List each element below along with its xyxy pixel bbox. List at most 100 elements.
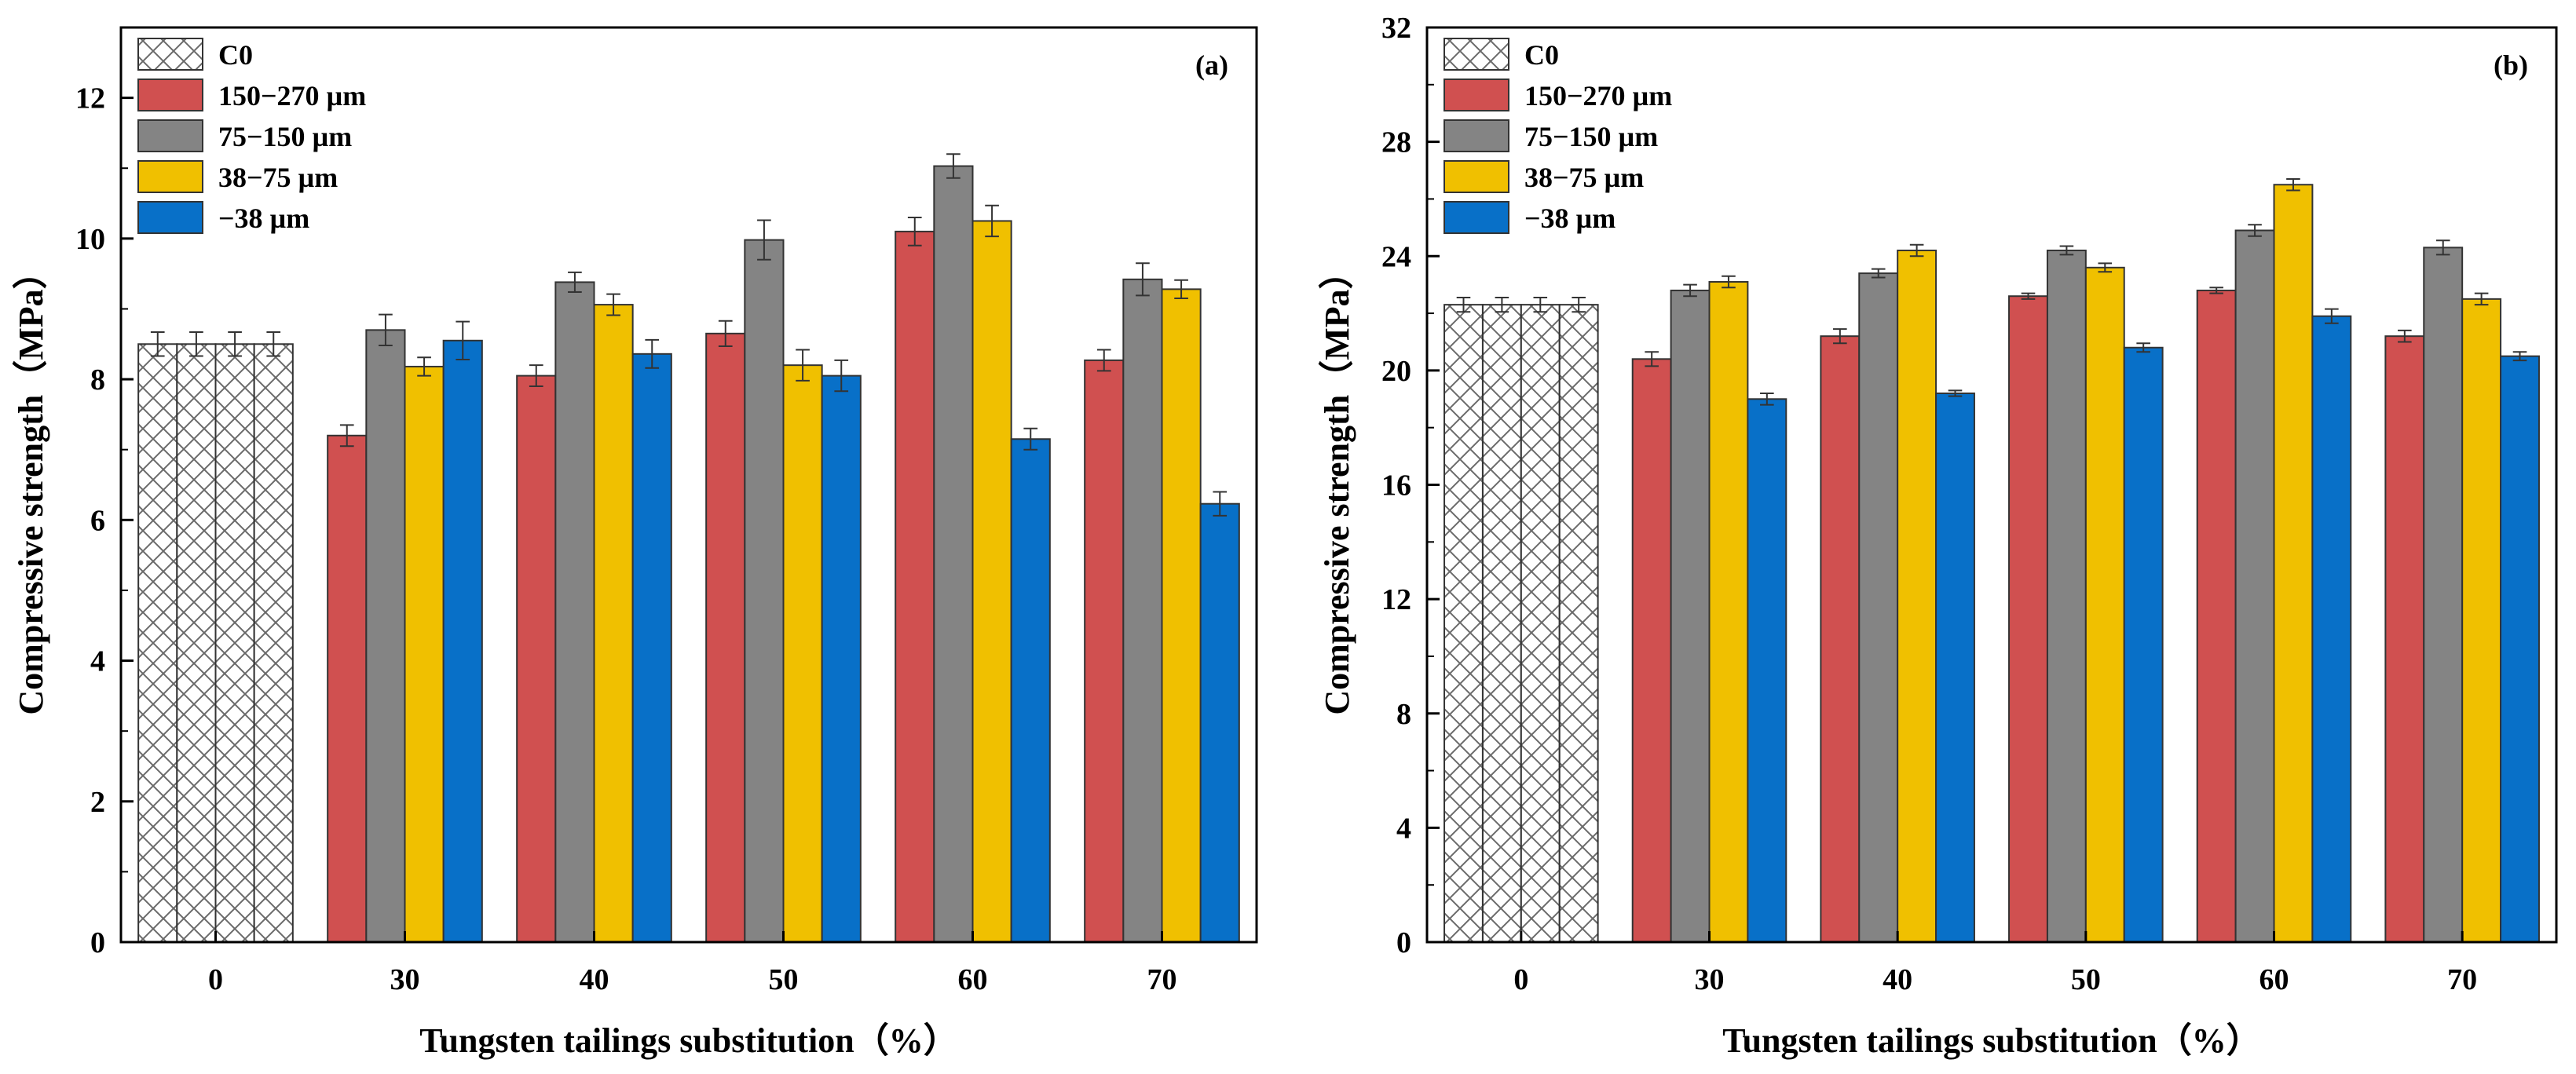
ytick-label-b-0: 0	[1396, 926, 1411, 959]
xtick-label-a-50: 50	[769, 963, 799, 996]
bar-b-s4-70	[2500, 355, 2540, 943]
bars-b	[1444, 184, 2540, 943]
bar-b-c0-2	[1481, 304, 1522, 943]
bar-a-s4-60-error	[1023, 427, 1038, 451]
legend-label-b-2: 75−150 µm	[1524, 121, 1658, 152]
panel-tag-a: (a)	[1195, 49, 1228, 81]
xtick-label-a-70: 70	[1147, 963, 1177, 996]
bar-b-s2-70-error	[2435, 239, 2450, 256]
ytick-label-b-12: 12	[1381, 583, 1411, 616]
bar-b-s1-60	[2196, 289, 2237, 943]
bar-a-s1-40-error	[529, 364, 543, 388]
chart-panel-a: 0 2 4 6 8 10 12 0 30 40 50 60 70 C0 150−270 µm 75−150…	[12, 26, 1258, 1060]
bar-a-s2-30-error	[379, 313, 393, 347]
bar-b-s2-30	[1670, 289, 1711, 943]
bar-a-s2-70-error	[1136, 262, 1150, 297]
bar-b-s4-30	[1747, 398, 1787, 943]
bar-a-s4-60	[1010, 438, 1051, 943]
bar-b-s4-40-error	[1948, 389, 1963, 397]
bar-b-c0-4	[1558, 304, 1599, 943]
legend-swatch-b-4	[1444, 201, 1509, 234]
bar-b-s3-70	[2461, 298, 2502, 943]
xtick-label-a-40: 40	[580, 963, 609, 996]
bar-a-s2-50	[744, 239, 785, 943]
bar-a-s2-40	[554, 281, 595, 943]
bar-b-s2-70	[2423, 247, 2464, 943]
bar-b-s2-60	[2234, 229, 2275, 943]
bar-b-s2-40	[1858, 272, 1899, 943]
bar-b-c0-3-error	[1533, 297, 1548, 313]
legend-swatch-a-4	[137, 201, 203, 234]
x-axis-ticks-b: 0 30 40 50 60 70	[1513, 931, 2477, 996]
legend-label-b-3: 38−75 µm	[1524, 162, 1644, 193]
bar-a-s3-50	[782, 364, 823, 943]
bar-a-s2-40-error	[568, 271, 582, 293]
legend-swatch-a-1	[137, 79, 203, 111]
bar-b-s1-50-error	[2021, 292, 2036, 300]
legend-a: C0 150−270 µm 75−150 µm 38−75 µm −38 µm	[137, 38, 366, 234]
bar-a-s4-50	[821, 374, 862, 944]
legend-swatch-a-3	[137, 160, 203, 193]
y-axis-ticks-b: 0 4 8 12 16 20 24 28 32	[1381, 12, 1440, 959]
bar-b-s4-50	[2123, 346, 2164, 943]
legend-swatch-a-2	[137, 119, 203, 152]
xtick-label-a-60: 60	[958, 963, 988, 996]
bar-a-s4-40	[631, 353, 672, 944]
ytick-label-b-16: 16	[1381, 469, 1411, 502]
ytick-label-a-10: 10	[75, 223, 105, 256]
ytick-label-a-12: 12	[75, 82, 105, 115]
bar-b-s4-70-error	[2512, 351, 2527, 362]
bar-b-s3-40	[1897, 249, 1937, 943]
legend-label-b-0: C0	[1524, 39, 1559, 71]
legend-label-a-2: 75−150 µm	[218, 121, 352, 152]
bar-a-c0-4-error	[266, 331, 281, 357]
bar-b-s2-40-error	[1871, 268, 1886, 279]
ytick-label-a-6: 6	[90, 504, 105, 537]
bar-a-s1-40	[516, 374, 557, 944]
legend-label-a-1: 150−270 µm	[218, 80, 366, 111]
bar-a-s1-50-error	[718, 320, 733, 347]
error-bars-a	[150, 153, 1228, 517]
bar-a-s1-60-error	[907, 216, 922, 247]
ytick-label-b-4: 4	[1396, 812, 1411, 845]
bar-a-s1-70	[1084, 359, 1125, 943]
bar-a-c0-3-error	[228, 331, 242, 357]
ytick-label-a-8: 8	[90, 363, 105, 396]
bar-b-s3-70-error	[2474, 292, 2489, 306]
bar-a-s3-60-error	[985, 204, 999, 238]
xtick-label-b-60: 60	[2259, 963, 2289, 996]
bar-b-s4-60	[2311, 315, 2352, 943]
bar-a-c0-1	[137, 343, 178, 943]
xtick-label-b-70: 70	[2447, 963, 2477, 996]
legend-label-a-0: C0	[218, 39, 253, 71]
bars-a	[137, 165, 1240, 944]
bar-b-s1-60-error	[2209, 287, 2223, 294]
bar-b-c0-3	[1520, 304, 1561, 943]
bar-a-s2-70	[1122, 278, 1163, 944]
legend-label-a-3: 38−75 µm	[218, 162, 338, 193]
bar-a-s4-30-error	[456, 320, 470, 360]
bar-a-c0-3	[214, 343, 255, 943]
error-bars-b	[1456, 177, 2527, 406]
ytick-label-b-8: 8	[1396, 698, 1411, 731]
bar-b-c0-2-error	[1495, 297, 1509, 313]
xtick-label-b-0: 0	[1513, 963, 1528, 996]
legend-swatch-a-0	[137, 38, 203, 71]
plot-frame-b	[1425, 26, 2558, 944]
bar-a-s2-50-error	[757, 219, 771, 261]
bar-a-s3-40-error	[606, 293, 620, 316]
y-axis-ticks-a: 0 2 4 6 8 10 12	[75, 82, 134, 959]
bar-a-s4-70	[1199, 502, 1240, 943]
bar-a-s3-70	[1161, 288, 1202, 944]
bar-b-s4-50-error	[2136, 342, 2150, 353]
bar-a-s3-50-error	[796, 349, 810, 382]
bar-a-s1-50	[705, 332, 746, 944]
legend-label-b-4: −38 µm	[1524, 203, 1615, 234]
bar-a-c0-1-error	[150, 331, 165, 357]
bar-b-s3-50	[2084, 266, 2125, 943]
bar-b-s1-50	[2008, 295, 2048, 943]
bar-a-s4-40-error	[645, 338, 660, 369]
ytick-label-a-0: 0	[90, 926, 105, 959]
bar-b-s2-50	[2046, 249, 2087, 943]
